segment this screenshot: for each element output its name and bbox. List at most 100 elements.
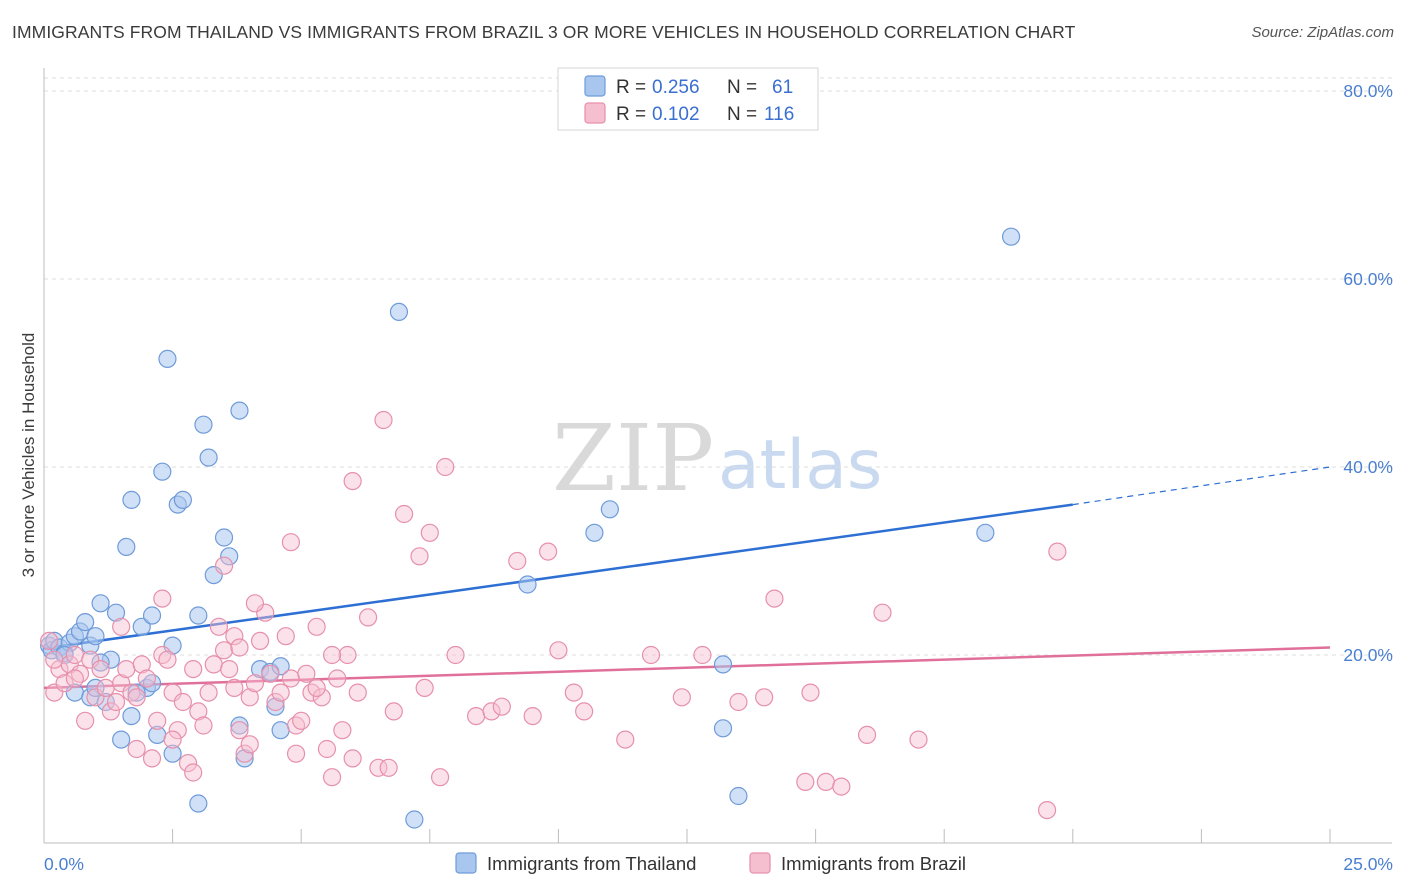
legend-swatch-brazil xyxy=(584,102,606,124)
brazil-point xyxy=(127,688,146,707)
brazil-point xyxy=(240,688,259,707)
thailand-point xyxy=(91,653,110,672)
brazil-point xyxy=(379,758,398,777)
brazil-point xyxy=(194,716,213,735)
thailand-point xyxy=(405,810,424,829)
brazil-point xyxy=(430,768,450,787)
brazil-point xyxy=(214,556,234,575)
brazil-point xyxy=(204,655,223,674)
watermark-atlas: atlas xyxy=(718,426,882,505)
thailand-point xyxy=(230,401,249,420)
brazil-point xyxy=(163,730,182,749)
brazil-point xyxy=(641,645,661,665)
brazil-point xyxy=(832,777,851,796)
bottom-legend-label-brazil: Immigrants from Brazil xyxy=(781,853,966,874)
brazil-point xyxy=(137,669,156,688)
brazil-point xyxy=(796,772,815,792)
thailand-point xyxy=(271,657,290,676)
thailand-point xyxy=(91,594,110,613)
x-tick-label-max: 25.0% xyxy=(1343,854,1393,874)
thailand-point xyxy=(1001,227,1021,246)
brazil-point xyxy=(446,645,465,665)
thailand-point xyxy=(117,537,136,557)
brazil-point xyxy=(235,744,254,763)
brazil-point xyxy=(328,669,347,688)
thailand-trend-extension xyxy=(1072,466,1331,506)
thailand-trend-line xyxy=(43,503,1073,650)
brazil-point xyxy=(261,664,280,683)
brazil-point xyxy=(271,683,290,702)
brazil-point xyxy=(410,547,429,566)
bottom-legend-label-thailand: Immigrants from Thailand xyxy=(487,853,696,874)
thailand-point xyxy=(132,617,151,636)
brazil-point xyxy=(158,650,177,669)
brazil-point xyxy=(415,678,434,698)
thailand-point xyxy=(271,721,290,740)
thailand-point xyxy=(96,692,115,712)
brazil-point xyxy=(616,730,635,749)
brazil-point xyxy=(384,702,403,721)
brazil-point xyxy=(801,683,820,702)
brazil-point xyxy=(523,706,542,726)
y-axis-label: 3 or more Vehicles in Household xyxy=(19,333,38,578)
brazil-point xyxy=(112,617,131,636)
brazil-point xyxy=(184,659,203,679)
brazil-point xyxy=(564,683,583,702)
brazil-point xyxy=(549,641,568,660)
brazil-point xyxy=(50,659,69,679)
brazil-point xyxy=(343,472,362,491)
brazil-point xyxy=(148,711,167,730)
legend-n-label-brazil: N = xyxy=(727,104,757,125)
legend-r-value-brazil: 0.102 xyxy=(652,104,700,125)
legend-swatch-thailand xyxy=(584,75,606,97)
thailand-point xyxy=(106,603,126,622)
thailand-point xyxy=(86,627,105,646)
bottom-legend-swatch-brazil xyxy=(749,852,771,874)
brazil-point xyxy=(153,589,172,608)
brazil-point xyxy=(436,457,455,477)
thailand-point xyxy=(142,606,162,625)
brazil-point xyxy=(250,631,270,651)
brazil-point xyxy=(482,702,501,721)
brazil-point xyxy=(189,702,208,721)
thailand-point xyxy=(76,612,95,632)
brazil-point xyxy=(281,669,301,688)
brazil-point xyxy=(240,735,259,754)
brazil-point xyxy=(184,763,203,782)
brazil-points xyxy=(40,410,1067,820)
brazil-point xyxy=(132,655,151,674)
brazil-point xyxy=(55,674,74,693)
thailand-point xyxy=(389,302,409,321)
brazil-point xyxy=(369,758,388,777)
brazil-point xyxy=(693,645,712,665)
y-tick-label: 20.0% xyxy=(1343,645,1393,665)
brazil-point xyxy=(322,645,342,665)
thailand-point xyxy=(55,645,74,665)
legend-r-value-thailand: 0.256 xyxy=(652,77,700,98)
thailand-point xyxy=(86,678,105,698)
thailand-point xyxy=(173,490,192,509)
thailand-point xyxy=(729,786,748,806)
legend-n-value-brazil: 116 xyxy=(764,104,794,125)
series-legend: Immigrants from Thailand Immigrants from… xyxy=(455,852,966,874)
thailand-point xyxy=(230,716,249,735)
correlation-legend: R = 0.256 N = 61 R = 0.102 N = 116 xyxy=(557,67,819,131)
brazil-point xyxy=(575,702,594,721)
brazil-point xyxy=(508,551,527,571)
brazil-point xyxy=(1048,542,1067,561)
thailand-point xyxy=(713,655,733,674)
y-tick-label: 40.0% xyxy=(1343,457,1393,477)
thailand-point xyxy=(220,547,239,566)
thailand-point xyxy=(214,528,234,547)
thailand-point xyxy=(122,490,141,509)
brazil-point xyxy=(286,744,306,763)
thailand-point xyxy=(163,744,182,763)
thailand-point xyxy=(189,794,208,813)
brazil-point xyxy=(65,645,84,665)
brazil-point xyxy=(322,768,342,787)
brazil-point xyxy=(91,659,110,679)
thailand-point xyxy=(153,462,172,481)
y-tick-label: 80.0% xyxy=(1343,81,1393,101)
brazil-point xyxy=(466,706,486,726)
